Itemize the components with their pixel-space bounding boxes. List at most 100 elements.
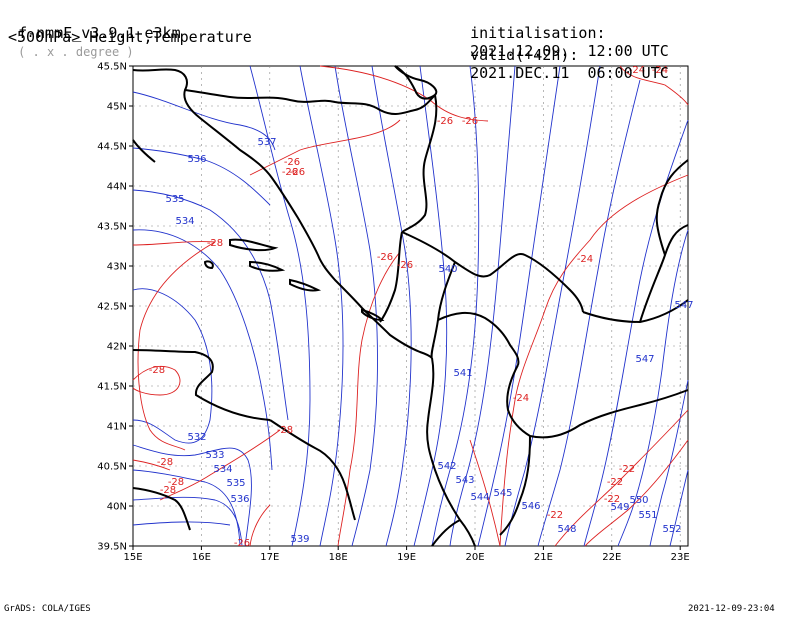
lon-tick-label: 16E [192, 552, 211, 563]
height-label: 534 [213, 464, 232, 475]
temperature-label: -24 [652, 65, 668, 76]
height-label: 543 [455, 475, 474, 486]
footer-right: 2021-12-09-23:04 [688, 604, 775, 614]
lat-tick-label: 41N [107, 422, 127, 433]
height-contour [449, 65, 516, 547]
temperature-label: -22 [619, 464, 635, 475]
temperature-contour [469, 439, 501, 547]
lat-tick-label: 40.5N [97, 462, 127, 473]
temperature-contour [584, 439, 689, 547]
valid-label: valid(+42h): [470, 46, 579, 64]
lat-tick-label: 42.5N [97, 302, 127, 313]
coastline [132, 487, 191, 531]
temperature-label: -26 [397, 260, 413, 271]
temperature-contour [132, 459, 171, 471]
field-title: <500hPa> Height,Temperature [8, 28, 252, 46]
temperature-label: -26 [282, 167, 298, 178]
height-contour [132, 229, 273, 471]
island [249, 260, 286, 272]
valid-line: valid(+42h): 2021.DEC.11 06:00 UTC [452, 28, 669, 82]
temperature-label: -28 [207, 238, 223, 249]
border [394, 65, 436, 100]
model-name: f-nmmE_v3.9.1-e3km [18, 24, 181, 42]
lat-tick-label: 45.5N [97, 62, 127, 73]
height-label: 542 [437, 461, 456, 472]
height-label: 548 [557, 524, 576, 535]
model-units: ( . x . degree ) [18, 45, 134, 59]
temperature-contour [249, 504, 271, 547]
height-label: 536 [230, 494, 249, 505]
height-contour [477, 65, 561, 547]
height-contour [413, 65, 448, 547]
temperature-label: -26 [234, 538, 250, 549]
temperature-label: -24 [513, 393, 529, 404]
height-contour [649, 379, 689, 547]
temperature-contour [554, 409, 689, 547]
height-contour [431, 65, 480, 547]
border [655, 159, 689, 256]
temperature-label: -28 [157, 457, 173, 468]
height-label: 540 [438, 264, 457, 275]
temperature-label: -22 [607, 477, 623, 488]
island [361, 308, 385, 322]
height-label: 551 [638, 510, 657, 521]
coastline [269, 419, 356, 521]
height-contours [132, 65, 689, 547]
border [506, 364, 689, 439]
lon-tick-label: 19E [397, 552, 416, 563]
lat-tick-label: 43.5N [97, 222, 127, 233]
height-contour [299, 65, 344, 547]
height-contour [249, 65, 311, 547]
lat-tick-label: 45N [107, 102, 127, 113]
height-contour [132, 444, 252, 547]
temperature-contour [159, 429, 281, 501]
height-contour [132, 91, 276, 151]
init-label: initialisation: [470, 24, 606, 42]
height-contour [132, 521, 231, 526]
coastline [431, 519, 461, 547]
height-label: 546 [521, 501, 540, 512]
temperature-label: -26 [284, 157, 300, 168]
height-contour [132, 147, 271, 206]
border [401, 94, 438, 233]
lat-tick-label: 39.5N [97, 542, 127, 553]
border [426, 357, 476, 547]
height-label: 533 [205, 450, 224, 461]
model-title: f-nmmE_v3.9.1-e3km ( . x . degree ) [0, 6, 181, 61]
temperature-contour [132, 366, 181, 396]
border [401, 231, 584, 313]
height-label: 532 [187, 432, 206, 443]
temperature-label: -28 [160, 485, 176, 496]
height-contour [371, 65, 412, 547]
height-contour [132, 469, 241, 547]
island [203, 260, 214, 270]
height-label: 539 [290, 534, 309, 545]
height-label: 541 [453, 368, 472, 379]
temperature-contour [137, 241, 216, 451]
height-contour [132, 189, 289, 421]
temperature-label: -24 [629, 65, 645, 76]
lon-tick-label: 21E [534, 552, 553, 563]
temperature-contour [499, 174, 689, 547]
height-label: 547 [635, 354, 654, 365]
init-value: 2021.12.09. 12:00 UTC [470, 42, 669, 60]
height-contour [132, 288, 213, 444]
border [132, 349, 271, 421]
island [289, 278, 322, 292]
height-contour [537, 79, 641, 547]
init-line: initialisation: 2021.12.09. 12:00 UTC [452, 6, 669, 60]
lon-tick-label: 23E [671, 552, 690, 563]
height-label: 535 [226, 478, 245, 489]
height-label: 550 [629, 495, 648, 506]
temperature-label: -22 [604, 494, 620, 505]
height-label: 536 [187, 154, 206, 165]
border [437, 312, 520, 366]
temperature-label: -22 [547, 510, 563, 521]
lat-tick-label: 40N [107, 502, 127, 513]
valid-value: 2021.DEC.11 06:00 UTC [470, 64, 669, 82]
footer-left: GrADS: COLA/IGES [4, 604, 91, 614]
temperature-label: -26 [462, 116, 478, 127]
temperature-label: -28 [277, 425, 293, 436]
coastline [132, 139, 156, 163]
